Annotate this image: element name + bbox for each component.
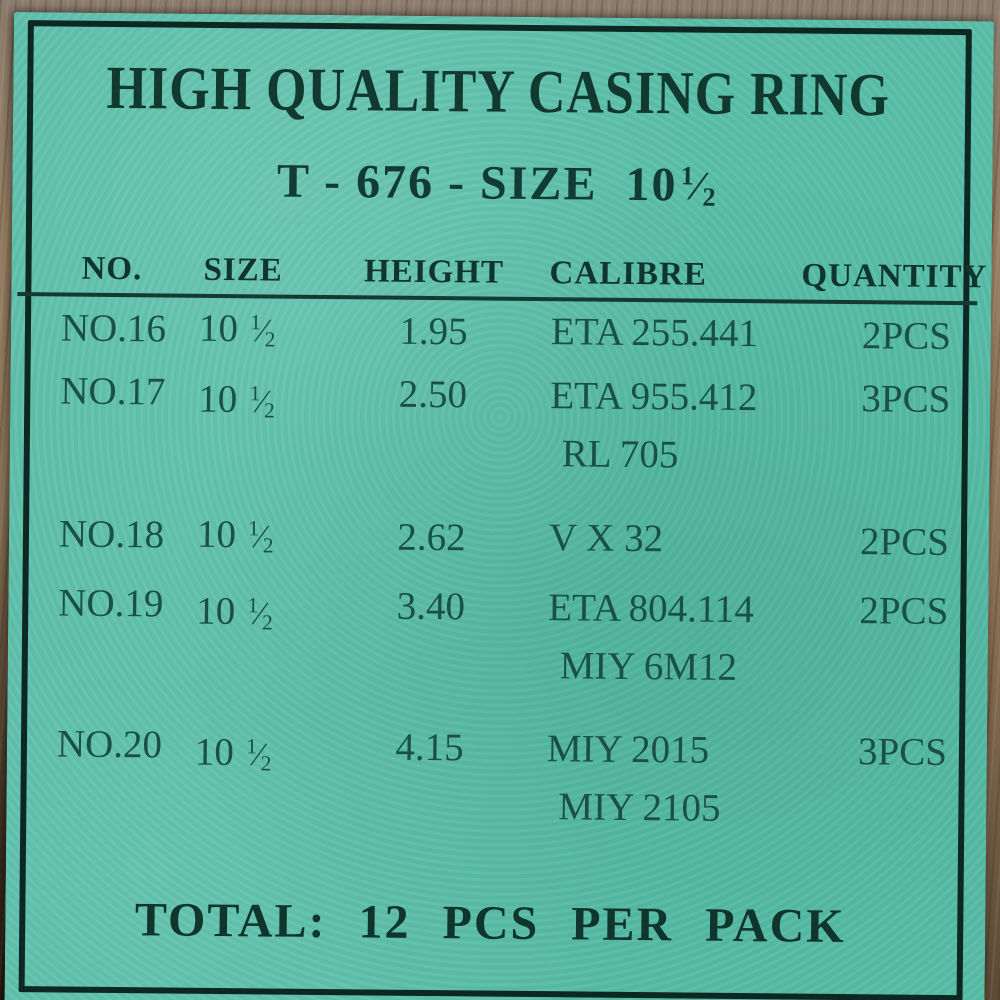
label-title-text: HIGH QUALITY CASING RING — [106, 54, 891, 130]
casing-ring-pack-label: HIGH QUALITY CASING RING T - 676 - SIZE … — [4, 12, 994, 1000]
size-fraction: 1⁄2 — [680, 160, 718, 213]
cell-no: NO.16 — [60, 305, 167, 350]
cell-no: NO.18 — [58, 511, 165, 556]
table-header-row: NO. SIZE HEIGHT CALIBRE QUANTITY — [41, 246, 988, 299]
label-subtitle: T - 676 - SIZE 10 1⁄2 — [42, 148, 953, 217]
cell-height: 1.95 — [399, 309, 468, 353]
label-subtitle-text: T - 676 - SIZE 10 — [276, 154, 678, 211]
cell-no: NO.17 — [60, 369, 166, 414]
cell-size: 10 1⁄2 — [196, 512, 274, 558]
cell-quantity: 3PCS — [857, 730, 948, 774]
header-no: NO. — [81, 250, 143, 287]
cell-height: 4.15 — [395, 725, 464, 770]
cell-height: 2.62 — [397, 515, 466, 559]
table-row: NO.16 10 1⁄2 1.95 ETA 255.441 2PCS — [41, 298, 951, 359]
cell-quantity: 3PCS — [861, 377, 951, 422]
header-quantity: QUANTITY — [801, 257, 988, 295]
size-fraction: 1⁄2 — [246, 734, 272, 776]
table-row: NO.18 10 1⁄2 2.62 V X 32 2PCS — [39, 504, 949, 565]
header-calibre: CALIBRE — [549, 254, 708, 293]
cell-size: 10 1⁄2 — [196, 589, 273, 635]
cell-no: NO.20 — [56, 722, 163, 767]
cell-size: 10 1⁄2 — [198, 377, 275, 423]
table-row: NO.17 10 1⁄2 2.50 ETA 955.412 RL 705 3PC… — [40, 362, 951, 487]
cell-size: 10 1⁄2 — [198, 306, 276, 352]
total-line: TOTAL: 12 PCS PER PACK — [134, 892, 846, 953]
cell-height: 3.40 — [396, 584, 466, 629]
size-fraction: 1⁄2 — [250, 310, 276, 352]
cell-quantity: 2PCS — [859, 519, 950, 564]
cell-calibre: ETA 255.441 — [550, 310, 759, 356]
label-content: HIGH QUALITY CASING RING T - 676 - SIZE … — [17, 38, 988, 993]
size-fraction: 1⁄2 — [249, 381, 275, 423]
size-fraction: 1⁄2 — [248, 516, 274, 558]
cell-quantity: 2PCS — [861, 313, 952, 358]
header-size: SIZE — [203, 251, 283, 289]
cell-calibre: ETA 955.412 RL 705 — [550, 374, 758, 477]
size-fraction: 1⁄2 — [247, 593, 273, 635]
cell-size: 10 1⁄2 — [194, 730, 272, 776]
label-title: HIGH QUALITY CASING RING — [43, 54, 954, 129]
cell-calibre: ETA 804.114 MIY 6M12 — [548, 586, 755, 689]
cell-quantity: 2PCS — [859, 589, 949, 633]
cell-height: 2.50 — [398, 372, 468, 417]
table-row: NO.19 10 1⁄2 3.40 ETA 804.114 MIY 6M12 2… — [37, 574, 948, 699]
cell-calibre: V X 32 — [548, 516, 664, 561]
cell-no: NO.19 — [58, 581, 164, 626]
cell-calibre: MIY 2015 MIY 2105 — [546, 727, 721, 830]
header-height: HEIGHT — [363, 252, 505, 291]
table-row: NO.20 10 1⁄2 4.15 MIY 2015 MIY 2105 3PCS — [36, 715, 947, 840]
